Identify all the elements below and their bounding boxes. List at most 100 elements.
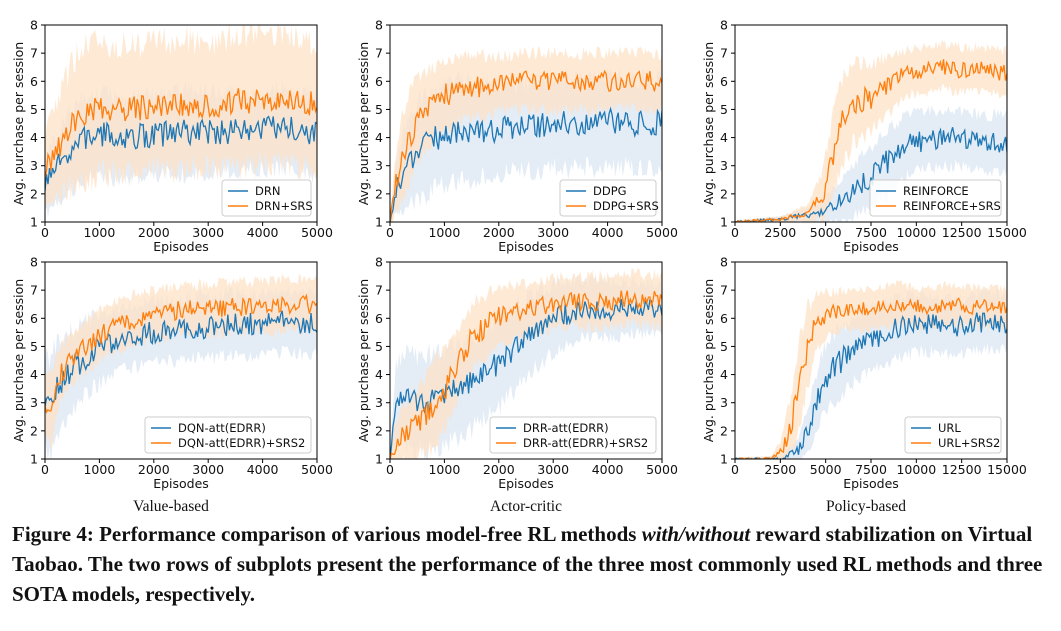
series-line-srs [45,88,317,178]
x-tick-label: 7500 [855,462,887,477]
y-tick-label: 3 [375,158,383,173]
y-axis-label: Avg. purchase per session [356,42,371,205]
x-tick-label: 15000 [987,225,1027,240]
legend-entry: DRR-att(EDRR) [523,421,609,435]
y-axis-label: Avg. purchase per session [701,279,716,442]
legend: DRR-att(EDRR)DRR-att(EDRR)+SRS2 [489,416,657,454]
y-tick-label: 1 [30,215,38,230]
y-tick-label: 3 [30,395,38,410]
subplot-2: 1 2 3 4 5 6 7 8 0 1000 2000 3000 4000 5000 Episodes Avg… [356,18,678,255]
x-tick-label: 0 [386,225,394,240]
band-srs [45,25,317,208]
x-tick-label: 5000 [646,462,678,477]
series-line-baseline [390,106,662,222]
y-tick-label: 6 [30,311,38,326]
y-tick-label: 3 [720,158,728,173]
y-axis-label: Avg. purchase per session [356,279,371,442]
x-axis-label: Episodes [498,476,554,491]
legend-entry: DDPG [593,184,627,198]
plot-area [45,273,317,459]
x-axis-label: Episodes [153,239,209,254]
x-tick-label: 3000 [537,462,569,477]
y-tick-label: 5 [375,339,383,354]
y-tick-label: 2 [30,423,38,438]
x-tick-label: 10000 [896,225,936,240]
series-line-baseline [45,115,317,191]
y-tick-label: 6 [720,311,728,326]
y-tick-label: 3 [30,158,38,173]
x-tick-label: 2000 [483,225,515,240]
y-tick-label: 7 [375,46,383,61]
y-tick-label: 7 [720,283,728,298]
series-line-srs [390,69,662,222]
y-tick-label: 1 [720,215,728,230]
y-tick-label: 4 [30,130,38,145]
y-tick-label: 5 [375,102,383,117]
subplot-5: 1 2 3 4 5 6 7 8 0 1000 2000 3000 4000 5000 Episodes Avg… [356,255,678,492]
y-tick-label: 7 [720,46,728,61]
y-tick-label: 2 [720,423,728,438]
legend-entry: DQN-att(EDRR)+SRS2 [178,436,305,450]
subplot-6: 1 2 3 4 5 6 7 8 0 2500 5000 7500 10000 12500 15000 Epis… [701,255,1027,492]
y-tick-label: 6 [375,311,383,326]
caption-suffix: reward stabilization on Virtual Taobao. … [12,522,1043,606]
y-tick-label: 6 [30,74,38,89]
legend: DQN-att(EDRR)DQN-att(EDRR)+SRS2 [144,416,312,454]
x-tick-label: 1000 [83,225,115,240]
x-tick-label: 0 [731,462,739,477]
x-tick-label: 7500 [855,225,887,240]
x-axis-label: Episodes [843,239,899,254]
y-tick-label: 8 [30,18,38,33]
y-tick-label: 4 [720,130,728,145]
x-tick-label: 15000 [987,462,1027,477]
y-tick-label: 1 [720,452,728,467]
legend-entry: DDPG+SRS [593,199,659,213]
band-srs [735,279,1007,459]
series-line-srs [45,293,317,414]
legend-box [489,416,657,454]
x-tick-label: 0 [386,462,394,477]
y-axis-label: Avg. purchase per session [701,42,716,205]
y-axis-label: Avg. purchase per session [11,42,26,205]
y-tick-label: 2 [720,186,728,201]
y-tick-label: 8 [720,255,728,270]
y-tick-label: 4 [375,367,383,382]
plot-area [390,46,662,222]
band-srs [390,267,662,459]
legend-entry: DRR-att(EDRR)+SRS2 [523,436,648,450]
y-tick-label: 6 [375,74,383,89]
y-axis-label: Avg. purchase per session [11,279,26,442]
y-tick-label: 8 [375,255,383,270]
y-tick-label: 2 [375,423,383,438]
legend-entry: REINFORCE [903,184,969,198]
column-label-3: Policy-based [826,498,906,515]
y-tick-label: 4 [375,130,383,145]
legend-entry: DRN+SRS [255,199,313,213]
series-line-srs [735,59,1007,222]
x-tick-label: 5000 [301,462,333,477]
y-tick-label: 5 [720,102,728,117]
legend-box [221,179,312,217]
x-tick-label: 5000 [810,462,842,477]
y-tick-label: 4 [720,367,728,382]
x-axis-label: Episodes [153,476,209,491]
y-tick-label: 1 [30,452,38,467]
figure-caption: Figure 4: Performance comparison of vari… [12,519,1052,609]
x-tick-label: 0 [41,225,49,240]
y-tick-label: 4 [30,367,38,382]
x-tick-label: 1000 [428,462,460,477]
legend-entry: REINFORCE+SRS [903,199,1001,213]
y-tick-label: 1 [375,452,383,467]
plot-area [390,267,662,459]
caption-prefix: Figure 4: Performance comparison of vari… [12,522,642,546]
y-tick-label: 5 [30,102,38,117]
y-tick-label: 3 [720,395,728,410]
x-tick-label: 4000 [592,462,624,477]
x-tick-label: 1000 [428,225,460,240]
axes-frame [44,24,318,223]
y-tick-label: 5 [30,339,38,354]
